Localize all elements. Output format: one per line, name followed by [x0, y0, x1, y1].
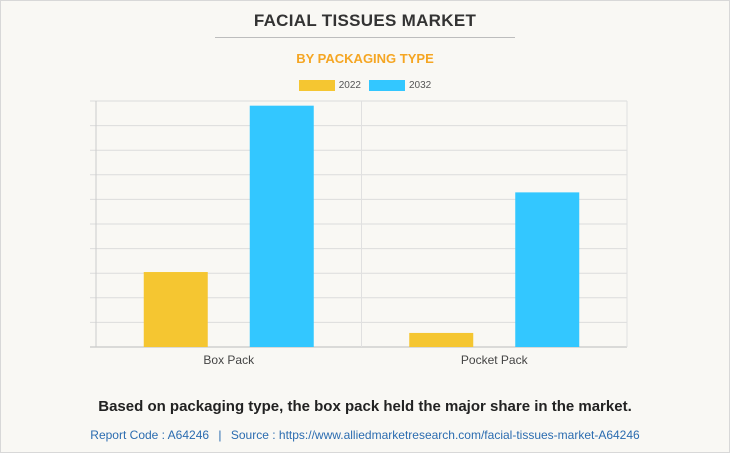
source-line: Report Code : A64246 | Source : https://…: [0, 428, 730, 442]
chart-subtitle: BY PACKAGING TYPE: [296, 51, 434, 66]
chart-caption: Based on packaging type, the box pack he…: [98, 398, 632, 415]
chart-title: FACIAL TISSUES MARKET: [253, 11, 477, 30]
legend-item-2022[interactable]: 2022: [298, 80, 361, 91]
source-url[interactable]: Source : https://www.alliedmarketresearc…: [230, 428, 640, 442]
legend-swatch-2022: [298, 80, 335, 91]
report-code: Report Code : A64246: [90, 428, 210, 442]
title-divider: [215, 37, 515, 38]
bar-pocket-pack-2032: [515, 192, 580, 347]
x-tick-label: Pocket Pack: [461, 353, 529, 367]
bar-pocket-pack-2022: [409, 332, 474, 347]
bar-box-pack-2032: [249, 105, 314, 347]
bar-box-pack-2022: [143, 272, 208, 347]
legend: 2022 2032: [0, 80, 730, 91]
x-tick-label: Box Pack: [203, 353, 255, 367]
source-separator: |: [218, 428, 222, 442]
legend-label-2032: 2032: [409, 80, 432, 91]
legend-item-2032[interactable]: 2032: [369, 80, 431, 91]
legend-label-2022: 2022: [338, 80, 361, 91]
legend-swatch-2032: [369, 80, 405, 91]
